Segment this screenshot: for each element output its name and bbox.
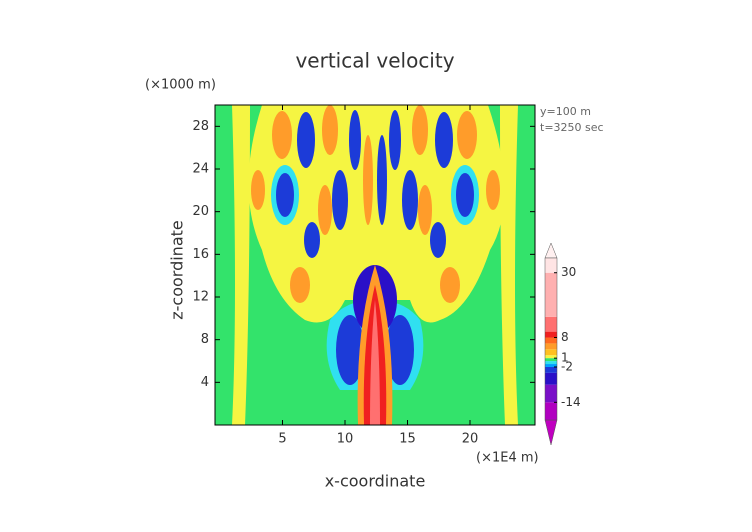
- x-tick-label: 15: [399, 432, 416, 447]
- colorbar-band: [545, 331, 557, 338]
- chart-title: vertical velocity: [295, 49, 454, 73]
- colorbar-band: [545, 384, 557, 403]
- colorbar-band: [545, 358, 557, 362]
- colorbar-tick-label: -2: [561, 359, 573, 373]
- colorbar-band: [545, 402, 557, 420]
- y-unit: (×1000 m): [145, 78, 216, 93]
- colorbar-band: [545, 272, 557, 317]
- x-tick-label: 5: [278, 432, 286, 447]
- x-tick-label: 10: [337, 432, 354, 447]
- y-tick-label: 4: [201, 375, 209, 390]
- y-tick-label: 8: [201, 332, 209, 347]
- x-axis-label: x-coordinate: [325, 472, 426, 491]
- colorbar-band: [545, 361, 557, 365]
- colorbar-band: [545, 343, 557, 350]
- colorbar-band: [545, 316, 557, 332]
- colorbar-band: [545, 366, 557, 373]
- annotation: t=3250 sec: [540, 121, 604, 134]
- colorbar-tick-label: 30: [561, 265, 576, 279]
- colorbar-band: [545, 372, 557, 385]
- x-unit: (×1E4 m): [476, 451, 539, 466]
- colorbar-top-arrow: [544, 242, 558, 259]
- y-tick-label: 28: [192, 119, 209, 134]
- colorbar-bottom-arrow: [544, 419, 558, 446]
- y-tick-label: 20: [192, 204, 209, 219]
- y-tick-label: 16: [192, 247, 209, 262]
- contour-field: [215, 105, 535, 425]
- colorbar-band: [545, 337, 557, 344]
- colorbar-tick-label: 8: [561, 330, 569, 344]
- y-axis-label: z-coordinate: [168, 220, 187, 320]
- colorbar-band: [545, 355, 557, 359]
- colorbar-tick-label: 1: [561, 351, 569, 365]
- y-tick-label: 24: [192, 162, 209, 177]
- colorbar-frame: [544, 257, 558, 421]
- y-tick-label: 12: [192, 290, 209, 305]
- colorbar-band: [545, 258, 557, 273]
- annotation: y=100 m: [540, 105, 591, 118]
- plot-frame: [214, 104, 536, 426]
- colorbar-band: [545, 349, 557, 356]
- colorbar-band: [545, 364, 557, 367]
- colorbar-tick-label: -14: [561, 395, 581, 409]
- x-tick-label: 20: [462, 432, 479, 447]
